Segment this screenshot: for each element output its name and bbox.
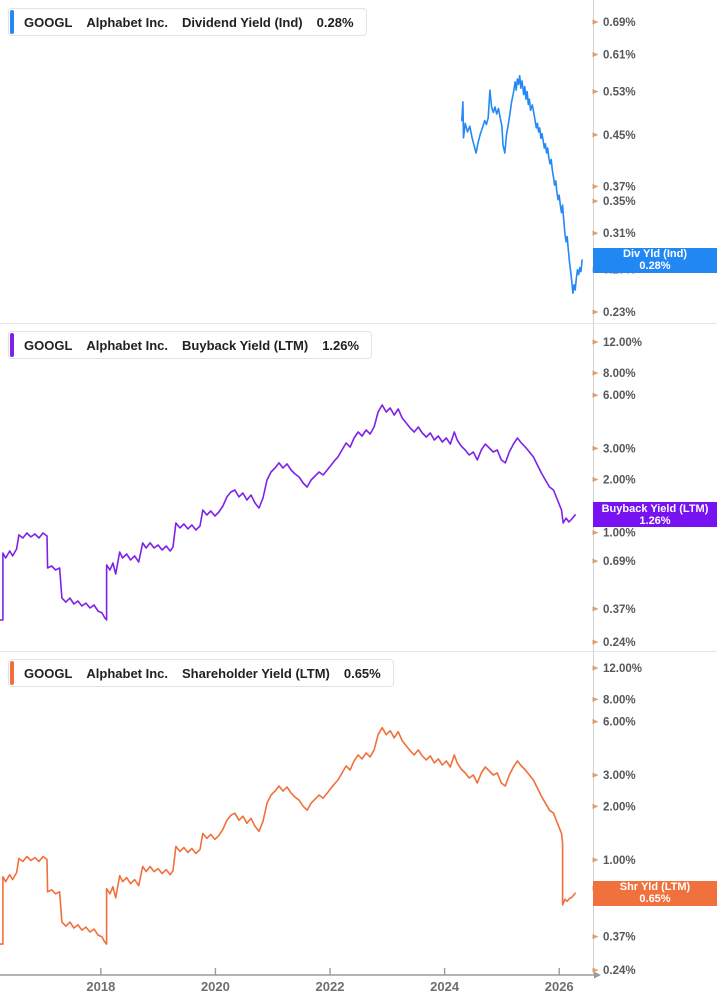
- buyback-yield-chart[interactable]: 12.00% 8.00% 6.00% 3.00% 2.00% 1.00% 0.69% 0.37…: [0, 323, 717, 651]
- y-tick-arrow: [592, 606, 599, 612]
- y-tick-label: 12.00%: [603, 663, 642, 675]
- last-value-badge-dividend-yield: Div Yld (Ind) 0.28%: [593, 247, 717, 273]
- y-tick-arrow: [592, 857, 599, 863]
- legend-color-bar: [10, 661, 14, 685]
- legend-buyback-yield[interactable]: GOOGL Alphabet Inc. Buyback Yield (LTM) …: [8, 331, 373, 359]
- badge-value: 1.26%: [639, 514, 671, 527]
- y-tick-label: 8.00%: [603, 368, 636, 380]
- badge-label: Div Yld (Ind): [623, 248, 687, 261]
- y-tick-arrow: [592, 967, 599, 973]
- y-tick-label: 0.35%: [603, 196, 636, 208]
- legend-ticker: GOOGL: [24, 665, 73, 681]
- legend-company: Alphabet Inc.: [86, 337, 169, 353]
- legend-last-value: 0.28%: [316, 14, 354, 30]
- y-tick-label: 1.00%: [603, 855, 636, 867]
- time-axis: 2018 2020 2022 2024 2026: [0, 968, 601, 994]
- y-tick-arrow: [592, 230, 599, 236]
- legend-series-name: Dividend Yield (Ind): [182, 14, 303, 30]
- badge-label: Buyback Yield (LTM): [601, 502, 709, 515]
- y-tick-label: 0.53%: [603, 87, 636, 99]
- legend-company: Alphabet Inc.: [86, 665, 169, 681]
- y-tick-label: 1.00%: [603, 528, 636, 540]
- y-tick-arrow: [592, 183, 599, 190]
- dividend-yield-line: [460, 74, 583, 295]
- y-tick-arrow: [592, 718, 599, 725]
- y-tick-label: 2.00%: [603, 474, 636, 486]
- y-tick-arrow: [592, 132, 599, 138]
- x-tick-label: 2018: [86, 979, 115, 994]
- x-tick-label: 2020: [201, 979, 230, 994]
- y-tick-arrow: [592, 89, 599, 95]
- y-tick-label: 6.00%: [603, 717, 636, 729]
- y-tick-arrow: [592, 665, 599, 671]
- y-tick-label: 0.37%: [603, 932, 636, 944]
- y-tick-label: 0.23%: [603, 307, 636, 319]
- y-tick-label: 0.37%: [603, 181, 636, 193]
- y-tick-label: 3.00%: [603, 770, 636, 782]
- y-tick-label: 0.31%: [603, 228, 636, 240]
- y-tick-arrow: [592, 530, 599, 536]
- x-axis-arrow: [594, 971, 601, 979]
- y-tick-arrow: [592, 476, 599, 483]
- y-tick-label: 3.00%: [603, 443, 636, 455]
- legend-ticker: GOOGL: [24, 14, 73, 30]
- legend-shareholder-yield[interactable]: GOOGL Alphabet Inc. Shareholder Yield (L…: [8, 659, 394, 687]
- x-tick-label: 2026: [545, 979, 574, 994]
- legend-last-value: 0.65%: [343, 665, 381, 681]
- legend-ticker: GOOGL: [24, 337, 73, 353]
- y-tick-arrow: [592, 339, 599, 345]
- panel-separator: [0, 651, 717, 652]
- legend-company: Alphabet Inc.: [86, 14, 169, 30]
- y-tick-label: 8.00%: [603, 694, 636, 706]
- y-tick-arrow: [592, 803, 599, 809]
- y-tick-arrow: [592, 19, 599, 25]
- x-tick-label: 2024: [430, 979, 460, 994]
- y-tick-label: 0.24%: [603, 637, 636, 649]
- last-value-badge-buyback-yield: Buyback Yield (LTM) 1.26%: [593, 502, 717, 528]
- y-tick-arrow: [592, 696, 599, 702]
- y-tick-label: 2.00%: [603, 801, 636, 813]
- y-tick-label: 0.45%: [603, 130, 636, 142]
- legend-color-bar: [10, 10, 14, 34]
- legend-series-name: Buyback Yield (LTM): [182, 337, 309, 353]
- badge-value: 0.28%: [639, 260, 671, 273]
- y-tick-label: 0.61%: [603, 50, 636, 62]
- y-tick-arrow: [592, 639, 599, 645]
- last-value-badge-shareholder-yield: Shr Yld (LTM) 0.65%: [593, 880, 717, 906]
- y-tick-arrow: [592, 392, 599, 398]
- y-tick-arrow: [592, 445, 599, 451]
- y-tick-label: 0.37%: [603, 604, 636, 616]
- legend-dividend-yield[interactable]: GOOGL Alphabet Inc. Dividend Yield (Ind)…: [8, 8, 367, 36]
- y-tick-arrow: [592, 558, 599, 564]
- y-tick-label: 12.00%: [603, 337, 642, 349]
- buyback-yield-line: [0, 404, 577, 621]
- legend-color-bar: [10, 333, 14, 357]
- shareholder-yield-chart[interactable]: 12.00%8.00%6.00%3.00%2.00%1.00%0.69%0.37…: [0, 651, 717, 975]
- badge-value: 0.65%: [639, 893, 671, 906]
- badge-label: Shr Yld (LTM): [619, 881, 691, 894]
- shareholder-yield-line: [0, 726, 577, 945]
- y-tick-label: 0.69%: [603, 556, 636, 568]
- y-tick-label: 0.69%: [603, 17, 636, 29]
- y-tick-arrow: [592, 51, 599, 58]
- y-tick-arrow: [592, 198, 599, 204]
- legend-last-value: 1.26%: [322, 337, 360, 353]
- y-tick-arrow: [592, 934, 599, 940]
- y-tick-arrow: [592, 370, 599, 376]
- x-tick-label: 2022: [316, 979, 345, 994]
- y-tick-arrow: [592, 309, 599, 315]
- y-tick-arrow: [592, 772, 599, 778]
- y-tick-label: 6.00%: [603, 390, 636, 402]
- legend-series-name: Shareholder Yield (LTM): [182, 665, 330, 681]
- y-tick-label: 0.24%: [603, 965, 636, 975]
- panel-separator: [0, 323, 717, 324]
- dividend-yield-chart[interactable]: 0.69%0.61%0.53%0.45%0.37%0.35%0.31%0.27%…: [0, 0, 717, 323]
